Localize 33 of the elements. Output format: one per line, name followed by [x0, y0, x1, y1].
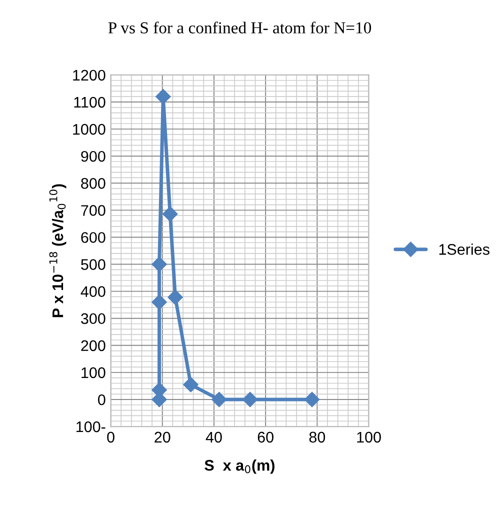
x-tick-label: 100 [357, 432, 381, 443]
x-axis-title: S x a$_{0}$(m) [204, 460, 274, 474]
y-tick-label: 1100 [74, 96, 106, 108]
y-tick-label: 1000 [73, 124, 106, 135]
point [162, 206, 178, 222]
point [152, 294, 167, 310]
x-tick-label: 0 [107, 432, 114, 443]
y-tick-label: 1200 [73, 70, 106, 81]
y-tick-label: 300 [81, 313, 106, 324]
point [304, 392, 320, 408]
y-tick-label: 200 [81, 340, 106, 352]
point [183, 377, 198, 392]
point [168, 290, 183, 305]
y-tick-label: 0 [98, 394, 106, 406]
y-tick-label: 600 [81, 232, 106, 243]
x-tick-label: 40 [206, 432, 222, 443]
y-tick-label: 100 [82, 367, 106, 378]
legend-label: 1Series [439, 244, 490, 255]
y-tick-label: 800 [81, 178, 106, 189]
chart-title: P vs S for a confined H- atom for N=10 [108, 22, 372, 34]
x-tick-label: 60 [258, 432, 274, 443]
point [242, 392, 258, 408]
point [212, 392, 227, 408]
point [156, 89, 171, 104]
y-axis-title: P x 10$^{−18}$ (eV/a$_{0}$$^{10}$) [49, 184, 66, 318]
x-tick-label: 20 [154, 432, 170, 443]
y-tick-label: 400 [80, 286, 106, 297]
y-tick-label: 900 [81, 150, 106, 162]
y-tick-label: 700 [81, 205, 106, 216]
point [152, 256, 167, 272]
y-tick-label: 100- [76, 421, 106, 432]
y-tick-label: 500 [81, 259, 106, 270]
x-tick-label: 80 [309, 432, 326, 443]
